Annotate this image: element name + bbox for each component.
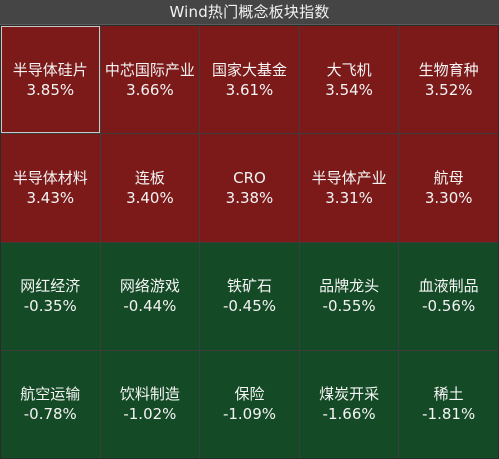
concept-change-percent: 3.43% <box>26 188 75 207</box>
concept-tile[interactable]: 铁矿石 -0.45% <box>200 242 299 350</box>
concept-change-percent: -0.35% <box>23 297 77 316</box>
concept-name: 半导体硅片 <box>12 60 88 79</box>
concept-name: 航母 <box>433 168 464 187</box>
concept-name: 饮料制造 <box>119 385 180 404</box>
concept-tile[interactable]: 大飞机 3.54% <box>299 26 399 134</box>
concept-name: 铁矿石 <box>226 277 272 296</box>
concept-change-percent: 3.54% <box>325 80 373 99</box>
concept-tile[interactable]: 中芯国际产业 3.66% <box>100 26 200 134</box>
concept-tile[interactable]: 网红经济 -0.35% <box>1 242 100 350</box>
concept-change-percent: -1.09% <box>222 405 277 424</box>
concept-tile[interactable]: 保险 -1.09% <box>200 350 299 458</box>
concept-change-percent: 3.30% <box>424 188 473 207</box>
concept-tile[interactable]: 航空运输 -0.78% <box>1 350 100 458</box>
concept-name: 稀土 <box>433 385 464 404</box>
concept-change-percent: -1.81% <box>422 405 476 424</box>
concept-tile-grid: 半导体硅片 3.85% 中芯国际产业 3.66% 国家大基金 3.61% 大飞机 3.54% 生… <box>1 26 498 458</box>
concept-name: 煤炭开采 <box>319 385 380 404</box>
concept-change-percent: 3.38% <box>225 188 274 207</box>
concept-name: 国家大基金 <box>211 60 287 79</box>
concept-name: CRO <box>233 168 266 187</box>
concept-name: 半导体产业 <box>311 168 387 187</box>
concept-name: 连板 <box>134 168 165 187</box>
concept-change-percent: -0.44% <box>123 297 177 316</box>
concept-tile[interactable]: 生物育种 3.52% <box>399 26 498 134</box>
concept-name: 半导体材料 <box>12 168 88 187</box>
concept-name: 品牌龙头 <box>319 277 380 296</box>
concept-change-percent: -0.45% <box>222 297 277 316</box>
panel-title: Wind热门概念板块指数 <box>0 0 499 25</box>
concept-tile[interactable]: CRO 3.38% <box>200 134 299 242</box>
concept-tile[interactable]: 航母 3.30% <box>399 134 498 242</box>
concept-name: 保险 <box>234 385 265 404</box>
concept-change-percent: 3.52% <box>424 80 473 99</box>
concept-change-percent: -1.02% <box>123 405 177 424</box>
concept-tile[interactable]: 饮料制造 -1.02% <box>100 350 200 458</box>
concept-tile[interactable]: 血液制品 -0.56% <box>399 242 498 350</box>
concept-tile[interactable]: 半导体材料 3.43% <box>1 134 100 242</box>
concept-tile[interactable]: 网络游戏 -0.44% <box>100 242 200 350</box>
concept-name: 大飞机 <box>326 60 372 79</box>
concept-name: 生物育种 <box>418 60 479 79</box>
concept-name: 中芯国际产业 <box>104 60 195 79</box>
concept-tile[interactable]: 半导体硅片 3.85% <box>1 26 100 134</box>
concept-tile[interactable]: 半导体产业 3.31% <box>299 134 399 242</box>
concept-name: 网络游戏 <box>119 277 180 296</box>
concept-tile[interactable]: 连板 3.40% <box>100 134 200 242</box>
concept-tile[interactable]: 稀土 -1.81% <box>399 350 498 458</box>
concept-name: 网红经济 <box>20 277 81 296</box>
concept-change-percent: -0.78% <box>23 405 77 424</box>
concept-change-percent: 3.66% <box>126 80 174 99</box>
concept-change-percent: 3.31% <box>325 188 373 207</box>
concept-name: 血液制品 <box>418 277 479 296</box>
concept-change-percent: -0.56% <box>422 297 476 316</box>
concept-change-percent: -0.55% <box>322 297 376 316</box>
concept-change-percent: 3.85% <box>26 80 75 99</box>
concept-tile[interactable]: 国家大基金 3.61% <box>200 26 299 134</box>
concept-tile[interactable]: 煤炭开采 -1.66% <box>299 350 399 458</box>
concept-change-percent: 3.61% <box>225 80 274 99</box>
concept-name: 航空运输 <box>20 385 81 404</box>
concept-change-percent: -1.66% <box>322 405 376 424</box>
concept-change-percent: 3.40% <box>126 188 174 207</box>
concept-tile[interactable]: 品牌龙头 -0.55% <box>299 242 399 350</box>
